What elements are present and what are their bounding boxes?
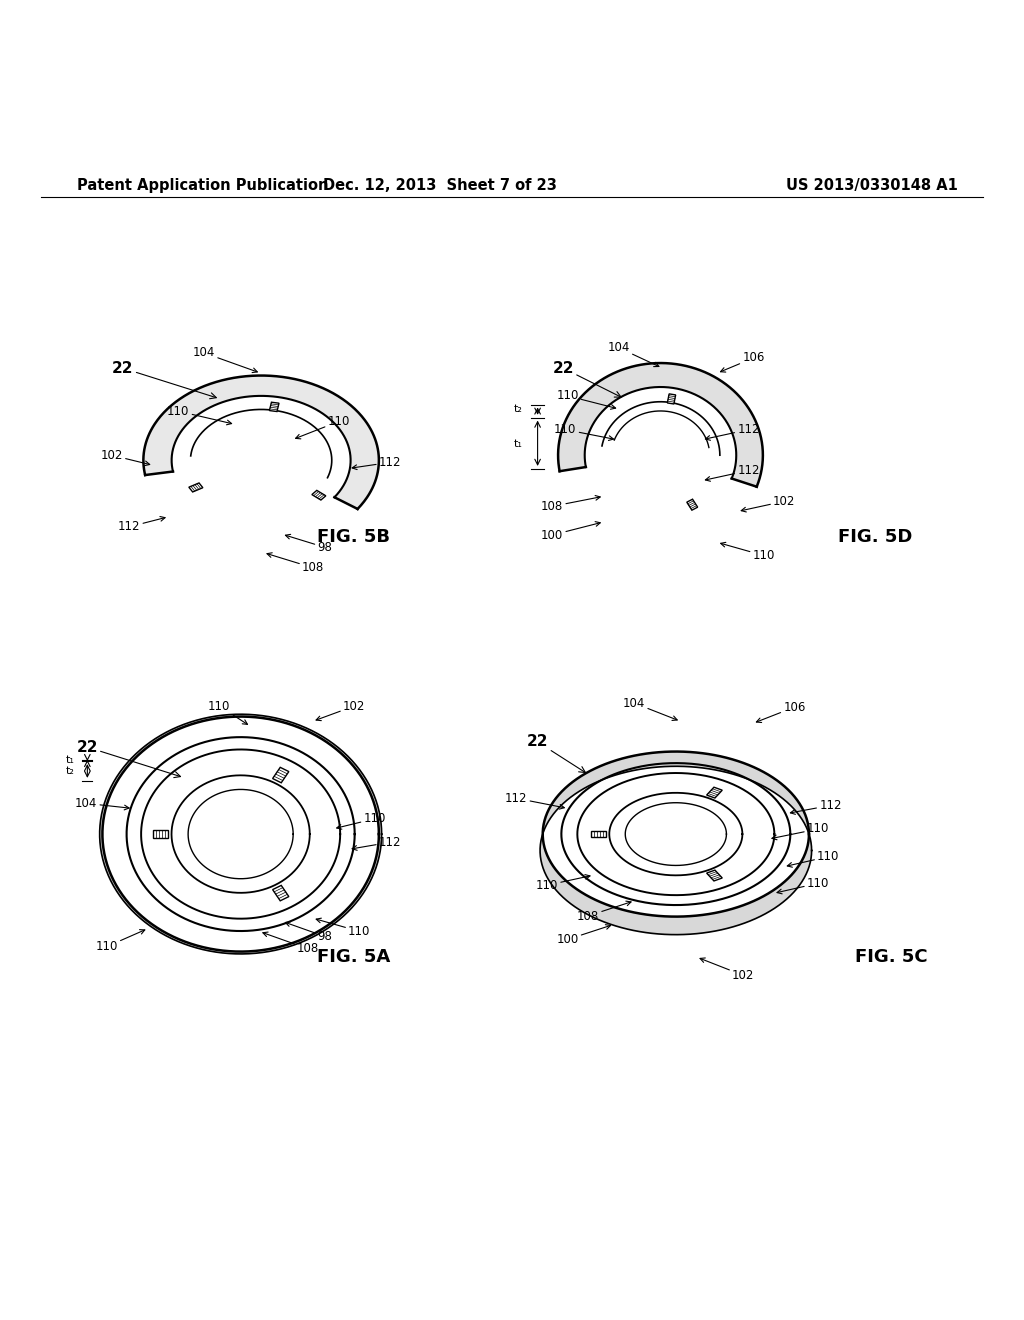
Polygon shape <box>687 499 697 510</box>
Text: 110: 110 <box>316 919 371 937</box>
Text: Dec. 12, 2013  Sheet 7 of 23: Dec. 12, 2013 Sheet 7 of 23 <box>324 178 557 194</box>
Text: 112: 112 <box>706 465 760 482</box>
Text: 102: 102 <box>316 700 366 721</box>
Text: 102: 102 <box>700 958 755 982</box>
Text: t₂: t₂ <box>67 766 75 776</box>
Text: FIG. 5D: FIG. 5D <box>839 528 912 546</box>
Polygon shape <box>591 832 606 837</box>
Text: 110: 110 <box>536 875 590 892</box>
Polygon shape <box>668 393 676 404</box>
Text: US 2013/0330148 A1: US 2013/0330148 A1 <box>785 178 957 194</box>
Text: 100: 100 <box>556 925 610 946</box>
Text: Patent Application Publication: Patent Application Publication <box>77 178 329 194</box>
Text: 104: 104 <box>623 697 677 721</box>
Polygon shape <box>540 751 812 935</box>
Text: 22: 22 <box>553 360 621 397</box>
Text: 110: 110 <box>296 414 350 438</box>
Text: 110: 110 <box>95 929 144 953</box>
Polygon shape <box>272 886 289 900</box>
Text: 112: 112 <box>352 455 401 470</box>
Text: 110: 110 <box>337 812 386 829</box>
Text: 106: 106 <box>757 701 806 722</box>
Text: 22: 22 <box>527 734 586 772</box>
Polygon shape <box>99 714 382 954</box>
Text: FIG. 5B: FIG. 5B <box>316 528 390 546</box>
Text: 22: 22 <box>77 739 180 777</box>
Polygon shape <box>188 483 203 492</box>
Polygon shape <box>143 375 379 510</box>
Text: 110: 110 <box>556 389 615 409</box>
Text: 98: 98 <box>286 535 333 554</box>
Text: 102: 102 <box>741 495 796 512</box>
Polygon shape <box>153 830 168 838</box>
Text: 100: 100 <box>541 521 600 541</box>
Polygon shape <box>312 490 326 500</box>
Text: FIG. 5C: FIG. 5C <box>855 948 927 966</box>
Text: 22: 22 <box>113 360 216 399</box>
Text: 110: 110 <box>787 850 840 867</box>
Polygon shape <box>707 787 722 799</box>
Text: 108: 108 <box>541 495 600 513</box>
Text: 104: 104 <box>607 341 658 367</box>
Text: 110: 110 <box>772 822 829 840</box>
Polygon shape <box>707 870 722 880</box>
Text: 110: 110 <box>721 543 775 562</box>
Polygon shape <box>272 767 289 783</box>
Text: 102: 102 <box>100 449 150 466</box>
Text: 104: 104 <box>75 797 129 810</box>
Polygon shape <box>558 363 763 487</box>
Text: 108: 108 <box>267 553 325 574</box>
Text: 108: 108 <box>263 932 319 956</box>
Text: 106: 106 <box>721 351 765 372</box>
Text: 108: 108 <box>577 902 631 923</box>
Text: 98: 98 <box>286 921 333 942</box>
Text: t₂: t₂ <box>513 404 522 414</box>
Text: 112: 112 <box>118 516 165 533</box>
Text: t₁: t₁ <box>513 438 522 449</box>
Text: t₁: t₁ <box>67 755 75 766</box>
Text: 112: 112 <box>505 792 564 809</box>
Text: 104: 104 <box>193 346 257 372</box>
Text: 110: 110 <box>777 876 829 894</box>
Text: 112: 112 <box>706 424 760 441</box>
Text: 112: 112 <box>791 799 842 814</box>
Text: 110: 110 <box>554 424 613 441</box>
Text: 112: 112 <box>352 836 401 850</box>
Text: 110: 110 <box>167 405 231 425</box>
Text: FIG. 5A: FIG. 5A <box>316 948 390 966</box>
Text: 110: 110 <box>208 700 248 725</box>
Polygon shape <box>269 403 279 412</box>
